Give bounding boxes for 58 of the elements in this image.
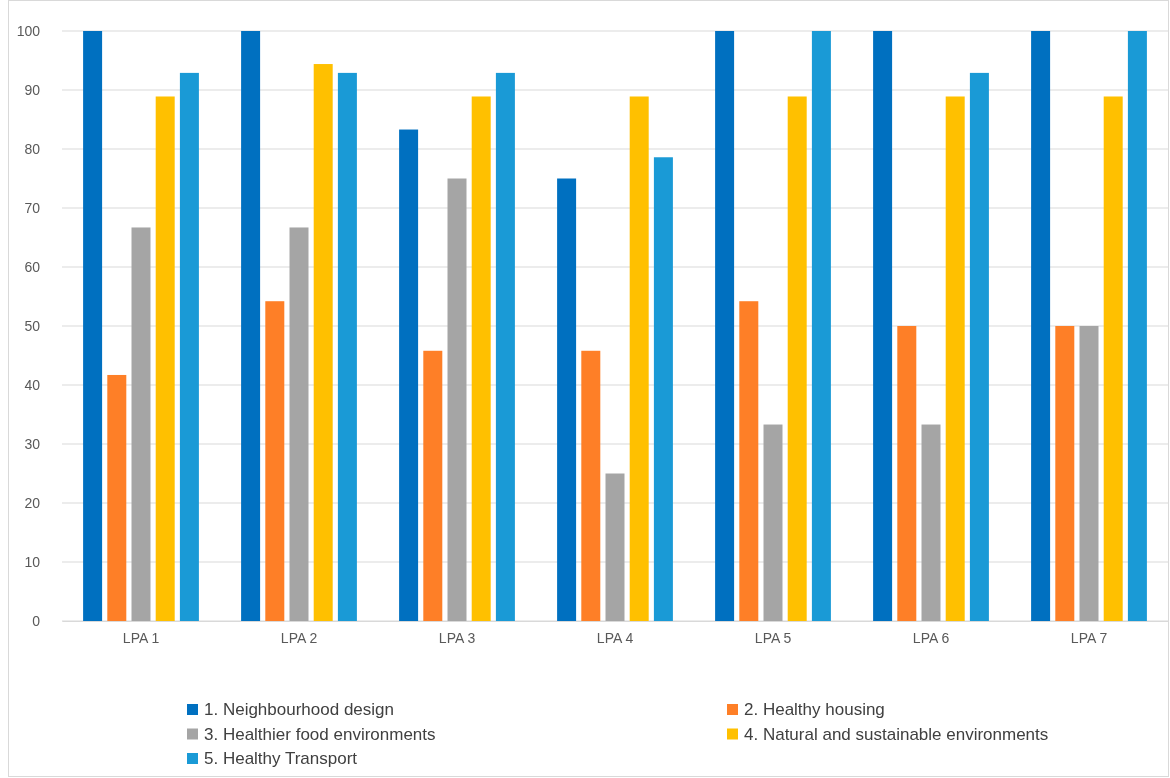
bar: [399, 129, 419, 621]
bar: [897, 326, 917, 621]
bar: [289, 227, 309, 621]
legend-label: 1. Neighbourhood design: [204, 700, 394, 719]
x-tick-label: LPA 3: [438, 629, 476, 646]
bar: [811, 31, 831, 621]
bar: [715, 31, 735, 621]
x-tick-label: LPA 1: [122, 629, 160, 646]
legend-label: 2. Healthy housing: [744, 700, 885, 719]
bar: [155, 96, 175, 621]
bar: [131, 227, 151, 621]
y-tick-label: 80: [24, 140, 41, 157]
y-tick-label: 0: [32, 612, 41, 629]
y-tick-label: 60: [24, 258, 41, 275]
x-tick-label: LPA 4: [596, 629, 634, 646]
bar: [495, 72, 515, 621]
bar: [1127, 31, 1147, 621]
bar: [313, 64, 333, 621]
bar: [921, 424, 941, 621]
y-tick-label: 40: [24, 376, 41, 393]
y-tick-label: 100: [16, 22, 41, 39]
bar: [605, 473, 625, 621]
legend-label: 3. Healthier food environments: [204, 724, 436, 744]
bar: [107, 374, 127, 621]
legend-label: 5. Healthy Transport: [204, 749, 358, 768]
bar: [653, 157, 673, 621]
bar: [787, 96, 807, 621]
y-tick-label: 70: [24, 199, 41, 216]
bar: [629, 96, 649, 621]
bar: [945, 96, 965, 621]
bar: [873, 31, 893, 621]
x-tick-label: LPA 6: [912, 629, 950, 646]
bar: [557, 178, 577, 621]
bar: [1079, 326, 1099, 621]
y-tick-label: 20: [24, 494, 41, 511]
bar: [969, 72, 989, 621]
bar: [447, 178, 467, 621]
bar: [241, 31, 261, 621]
y-tick-label: 10: [24, 553, 41, 570]
x-tick-label: LPA 2: [280, 629, 318, 646]
y-tick-label: 30: [24, 435, 41, 452]
y-tick-label: 50: [24, 317, 41, 334]
bar: [763, 424, 783, 621]
x-tick-label: LPA 7: [1070, 629, 1108, 646]
legend-label: 4. Natural and sustainable environments: [744, 724, 1049, 744]
bar: [581, 350, 601, 621]
bar: [1103, 96, 1123, 621]
y-tick-label: 90: [24, 81, 41, 98]
bar: [1055, 326, 1075, 621]
x-tick-label: LPA 5: [754, 629, 792, 646]
bar: [265, 301, 285, 621]
bar: [1031, 31, 1051, 621]
bar: [471, 96, 491, 621]
bar: [179, 72, 199, 621]
bar: [83, 31, 103, 621]
bar: [423, 350, 443, 621]
bar: [739, 301, 759, 621]
bar: [337, 72, 357, 621]
